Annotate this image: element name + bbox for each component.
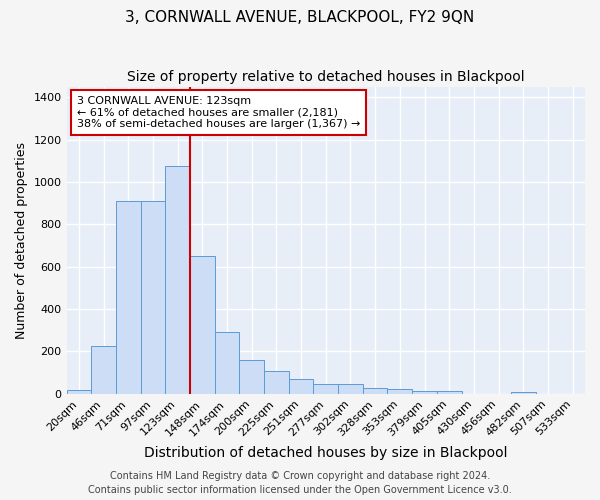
Bar xyxy=(388,389,412,394)
Bar xyxy=(67,390,91,394)
X-axis label: Distribution of detached houses by size in Blackpool: Distribution of detached houses by size … xyxy=(144,446,508,460)
Bar xyxy=(239,360,264,394)
Bar xyxy=(190,256,215,394)
Text: 3 CORNWALL AVENUE: 123sqm
← 61% of detached houses are smaller (2,181)
38% of se: 3 CORNWALL AVENUE: 123sqm ← 61% of detac… xyxy=(77,96,360,129)
Y-axis label: Number of detached properties: Number of detached properties xyxy=(15,142,28,338)
Bar xyxy=(338,384,363,394)
Text: Contains HM Land Registry data © Crown copyright and database right 2024.
Contai: Contains HM Land Registry data © Crown c… xyxy=(88,471,512,495)
Bar xyxy=(215,332,239,394)
Bar xyxy=(363,388,388,394)
Bar xyxy=(511,392,536,394)
Bar xyxy=(140,201,165,394)
Bar xyxy=(412,392,437,394)
Bar xyxy=(437,392,461,394)
Bar xyxy=(165,166,190,394)
Title: Size of property relative to detached houses in Blackpool: Size of property relative to detached ho… xyxy=(127,70,524,84)
Bar xyxy=(264,371,289,394)
Bar xyxy=(116,201,140,394)
Bar xyxy=(313,384,338,394)
Text: 3, CORNWALL AVENUE, BLACKPOOL, FY2 9QN: 3, CORNWALL AVENUE, BLACKPOOL, FY2 9QN xyxy=(125,10,475,25)
Bar xyxy=(91,346,116,394)
Bar xyxy=(289,380,313,394)
